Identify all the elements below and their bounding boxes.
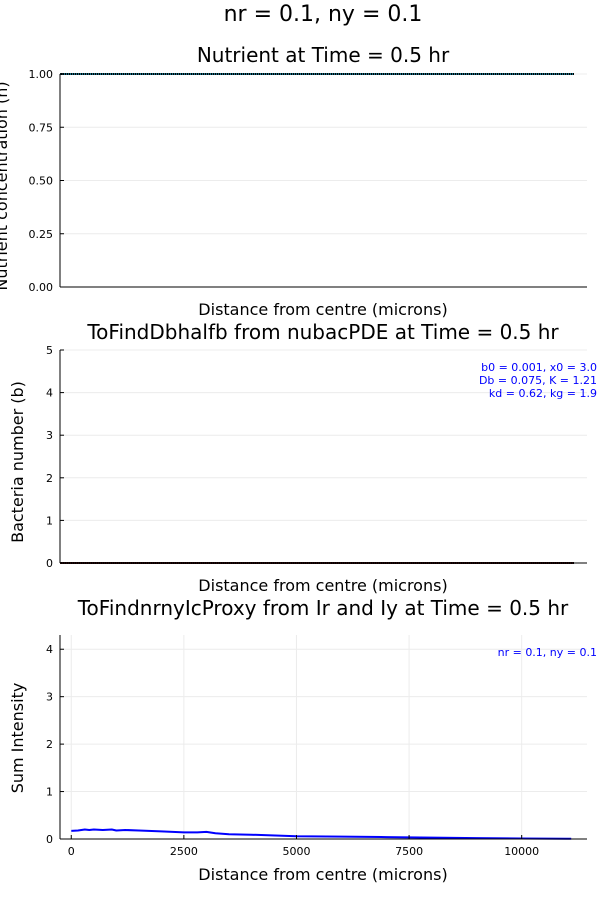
y-tick-label: 1 bbox=[46, 514, 53, 527]
y-tick-label: 1.00 bbox=[29, 68, 54, 81]
panel-intensity-series bbox=[71, 828, 572, 840]
y-tick-label: 0 bbox=[46, 833, 53, 846]
panel-nutrient-ylabel: Nutrient concentration (n) bbox=[0, 81, 11, 290]
panel-nutrient-grid bbox=[60, 73, 587, 288]
panel-bacteria-title: ToFindDbhalfb from nubacPDE at Time = 0.… bbox=[86, 320, 559, 344]
y-tick-label: 0.00 bbox=[29, 281, 54, 294]
y-tick-label: 5 bbox=[46, 344, 53, 357]
panel-intensity-ylabel: Sum Intensity bbox=[8, 683, 27, 794]
annotation-line: nr = 0.1, ny = 0.1 bbox=[498, 646, 597, 659]
panel-bacteria: ToFindDbhalfb from nubacPDE at Time = 0.… bbox=[8, 320, 597, 595]
panel-nutrient-title: Nutrient at Time = 0.5 hr bbox=[197, 43, 450, 67]
y-tick-label: 1 bbox=[46, 786, 53, 799]
panel-nutrient: Nutrient at Time = 0.5 hr 0.000.250.500.… bbox=[0, 43, 587, 319]
y-tick-label: 0 bbox=[46, 557, 53, 570]
annotation-line: kd = 0.62, kg = 1.9 bbox=[489, 387, 597, 400]
panel-intensity-xlabel: Distance from centre (microns) bbox=[198, 865, 447, 884]
x-tick-label: 7500 bbox=[395, 845, 423, 858]
panel-intensity-annotation: nr = 0.1, ny = 0.1 bbox=[498, 646, 597, 659]
y-tick-label: 0.75 bbox=[29, 121, 54, 134]
panel-bacteria-axes: 0 1 2 3 4 5 bbox=[46, 344, 587, 570]
panel-intensity-axes: 0 1 2 3 4 0 2500 5000 7500 10000 bbox=[46, 635, 587, 858]
y-tick-label: 0.50 bbox=[29, 175, 54, 188]
panel-intensity-title: ToFindnrnyIcProxy from Ir and Iy at Time… bbox=[77, 596, 569, 620]
y-tick-label: 3 bbox=[46, 691, 53, 704]
y-tick-label: 4 bbox=[46, 643, 53, 656]
annotation-line: b0 = 0.001, x0 = 3.0 bbox=[481, 361, 597, 374]
panel-nutrient-xlabel: Distance from centre (microns) bbox=[198, 300, 447, 319]
series-line bbox=[71, 828, 572, 840]
panel-intensity: ToFindnrnyIcProxy from Ir and Iy at Time… bbox=[8, 596, 597, 884]
panel-bacteria-annotation: b0 = 0.001, x0 = 3.0Db = 0.075, K = 1.21… bbox=[479, 361, 597, 400]
panel-nutrient-axes: 0.00 0.25 0.50 0.75 1.00 bbox=[29, 68, 587, 294]
y-tick-label: 0.25 bbox=[29, 228, 54, 241]
y-tick-label: 2 bbox=[46, 738, 53, 751]
panel-bacteria-xlabel: Distance from centre (microns) bbox=[198, 576, 447, 595]
y-tick-label: 3 bbox=[46, 429, 53, 442]
y-tick-label: 2 bbox=[46, 472, 53, 485]
x-tick-label: 10000 bbox=[504, 845, 539, 858]
figure-suptitle: nr = 0.1, ny = 0.1 bbox=[224, 2, 423, 27]
x-tick-label: 0 bbox=[68, 845, 75, 858]
x-tick-label: 2500 bbox=[170, 845, 198, 858]
panel-bacteria-ylabel: Bacteria number (b) bbox=[8, 381, 27, 543]
annotation-line: Db = 0.075, K = 1.21 bbox=[479, 374, 597, 387]
x-tick-label: 5000 bbox=[282, 845, 310, 858]
y-tick-label: 4 bbox=[46, 387, 53, 400]
panel-intensity-grid bbox=[60, 635, 587, 840]
